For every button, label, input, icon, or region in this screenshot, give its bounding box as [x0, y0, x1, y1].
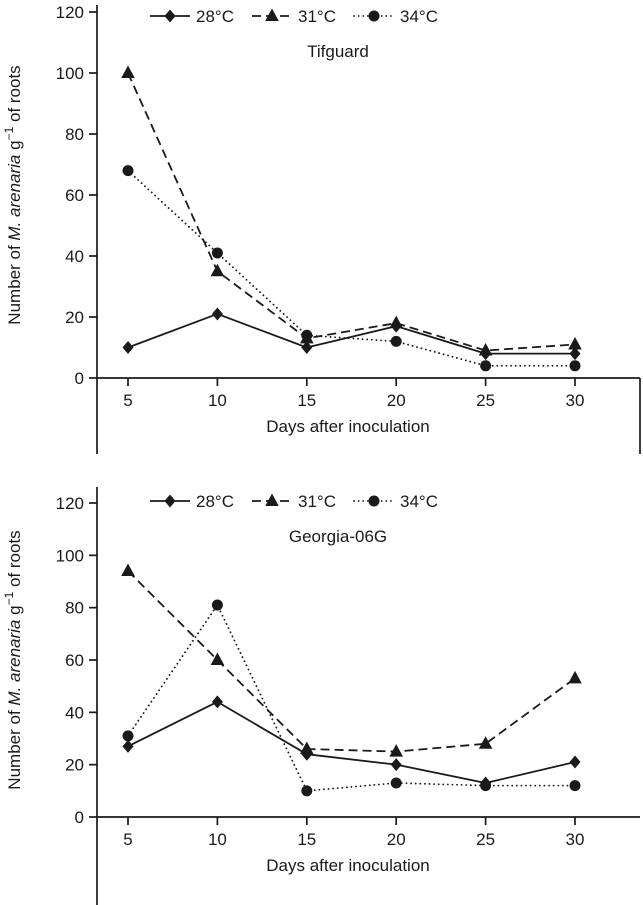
y-tick-label: 60	[65, 651, 84, 670]
triangle-marker	[568, 670, 582, 684]
triangle-marker	[210, 652, 225, 665]
triangle-marker	[568, 336, 582, 350]
circle-marker	[368, 495, 380, 507]
diamond-marker	[211, 307, 223, 321]
legend-label-31c: 31°C	[298, 492, 336, 511]
x-axis-title: Days after inoculation	[266, 417, 429, 436]
x-axis-title: Days after inoculation	[266, 856, 429, 875]
triangle-marker	[265, 8, 279, 21]
triangle-marker	[121, 65, 135, 78]
chart-title: Tifguard	[307, 42, 369, 61]
chart-title: Georgia-06G	[289, 527, 387, 546]
triangle-marker	[300, 741, 314, 754]
legend-label-28c: 28°C	[196, 7, 234, 26]
legend-label-31c: 31°C	[298, 7, 336, 26]
diamond-marker	[122, 341, 134, 354]
circle-marker	[211, 599, 223, 611]
circle-marker	[569, 360, 581, 372]
triangle-marker	[265, 493, 279, 506]
plot-area: 0 20 40 60 80 100 120 5 10 15 20 25 30 Days after ino…	[2, 487, 640, 905]
y-tick-label: 100	[56, 546, 84, 565]
circle-marker	[390, 777, 402, 789]
legend-label-34c: 34°C	[400, 492, 438, 511]
legend-label-34c: 34°C	[400, 7, 438, 26]
y-tick-label: 20	[65, 308, 84, 327]
triangle-marker	[478, 736, 493, 749]
triangle-marker	[210, 263, 225, 277]
diamond-marker	[301, 341, 313, 354]
y-tick-label: 80	[65, 599, 84, 618]
diamond-marker	[569, 347, 581, 361]
x-tick-label: 5	[123, 391, 132, 410]
y-tick-label: 60	[65, 186, 84, 205]
tifguard-chart: 0 20 40 60 80 100 120 5 10 15 20 25 30 Days after ino…	[2, 3, 641, 454]
diamond-marker	[164, 494, 176, 508]
y-tick-label: 120	[56, 3, 84, 22]
triangle-marker	[121, 563, 135, 577]
triangle-marker	[478, 343, 493, 356]
x-tick-label: 25	[476, 391, 495, 410]
circle-marker	[122, 730, 134, 742]
legend-label-28c: 28°C	[196, 492, 234, 511]
circle-marker	[122, 165, 134, 177]
x-tick-label: 10	[208, 830, 227, 849]
triangle-marker	[389, 744, 403, 757]
x-tick-label: 15	[297, 391, 316, 410]
series-line-31c	[127, 570, 576, 753]
series-line-34c	[127, 169, 576, 367]
x-tick-label: 25	[476, 830, 495, 849]
georgia-06g-chart: 0 20 40 60 80 100 120 5 10 15 20 25 30 Days after ino…	[2, 487, 640, 905]
y-axis-title: Number of M. arenaria g−1 of roots	[2, 65, 24, 324]
circle-marker	[480, 360, 492, 372]
circle-marker	[368, 10, 380, 22]
plot-area: 0 20 40 60 80 100 120 5 10 15 20 25 30 Days after ino…	[2, 3, 641, 454]
circle-marker	[569, 780, 581, 792]
diamond-marker	[390, 758, 402, 772]
y-tick-label: 40	[65, 703, 84, 722]
y-tick-label: 20	[65, 756, 84, 775]
y-tick-label: 120	[56, 494, 84, 513]
y-tick-label: 0	[75, 808, 84, 827]
series-line-28c	[127, 313, 575, 355]
y-tick-label: 0	[75, 369, 84, 388]
circle-marker	[301, 329, 313, 341]
x-tick-label: 20	[387, 391, 406, 410]
series-line-31c	[127, 72, 576, 352]
y-axis-title: Number of M. arenaria g−1 of roots	[2, 530, 24, 789]
x-tick-label: 30	[566, 830, 585, 849]
series-line-28c	[127, 700, 576, 784]
triangle-marker	[389, 315, 403, 329]
x-tick-label: 15	[297, 830, 316, 849]
circle-marker	[480, 780, 492, 792]
y-tick-label: 100	[56, 64, 84, 83]
series-line-34c	[127, 604, 576, 792]
diamond-marker	[164, 9, 176, 23]
x-tick-label: 10	[208, 391, 227, 410]
diamond-marker	[211, 695, 223, 709]
diamond-marker	[122, 739, 134, 753]
y-tick-label: 40	[65, 247, 84, 266]
y-tick-label: 80	[65, 125, 84, 144]
circle-marker	[211, 247, 223, 259]
x-tick-label: 30	[566, 391, 585, 410]
circle-marker	[390, 335, 402, 347]
x-tick-label: 5	[123, 830, 132, 849]
diamond-marker	[569, 755, 581, 769]
x-tick-label: 20	[387, 830, 406, 849]
circle-marker	[301, 785, 313, 797]
